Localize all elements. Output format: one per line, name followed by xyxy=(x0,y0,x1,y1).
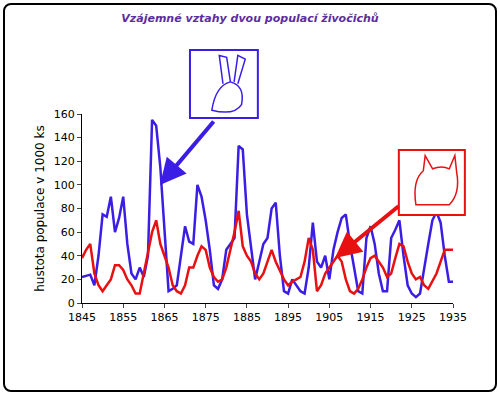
svg-text:60: 60 xyxy=(61,226,75,239)
svg-text:0: 0 xyxy=(68,297,75,310)
svg-text:1855: 1855 xyxy=(109,311,137,324)
svg-text:1895: 1895 xyxy=(274,311,302,324)
svg-text:1845: 1845 xyxy=(68,311,96,324)
svg-text:1865: 1865 xyxy=(150,311,178,324)
svg-text:80: 80 xyxy=(61,202,75,215)
svg-text:1905: 1905 xyxy=(315,311,343,324)
svg-text:1875: 1875 xyxy=(192,311,220,324)
svg-text:160: 160 xyxy=(54,108,75,121)
svg-text:1915: 1915 xyxy=(357,311,385,324)
svg-text:1885: 1885 xyxy=(233,311,261,324)
svg-text:120: 120 xyxy=(54,155,75,168)
svg-text:hustota populace v 1000 ks: hustota populace v 1000 ks xyxy=(33,125,47,292)
svg-text:1935: 1935 xyxy=(439,311,467,324)
svg-text:Vzájemné vztahy dvou populací: Vzájemné vztahy dvou populací živočichů xyxy=(121,12,378,25)
svg-text:100: 100 xyxy=(54,179,75,192)
svg-text:20: 20 xyxy=(61,273,75,286)
svg-text:40: 40 xyxy=(61,250,75,263)
svg-text:1925: 1925 xyxy=(398,311,426,324)
svg-text:140: 140 xyxy=(54,131,75,144)
